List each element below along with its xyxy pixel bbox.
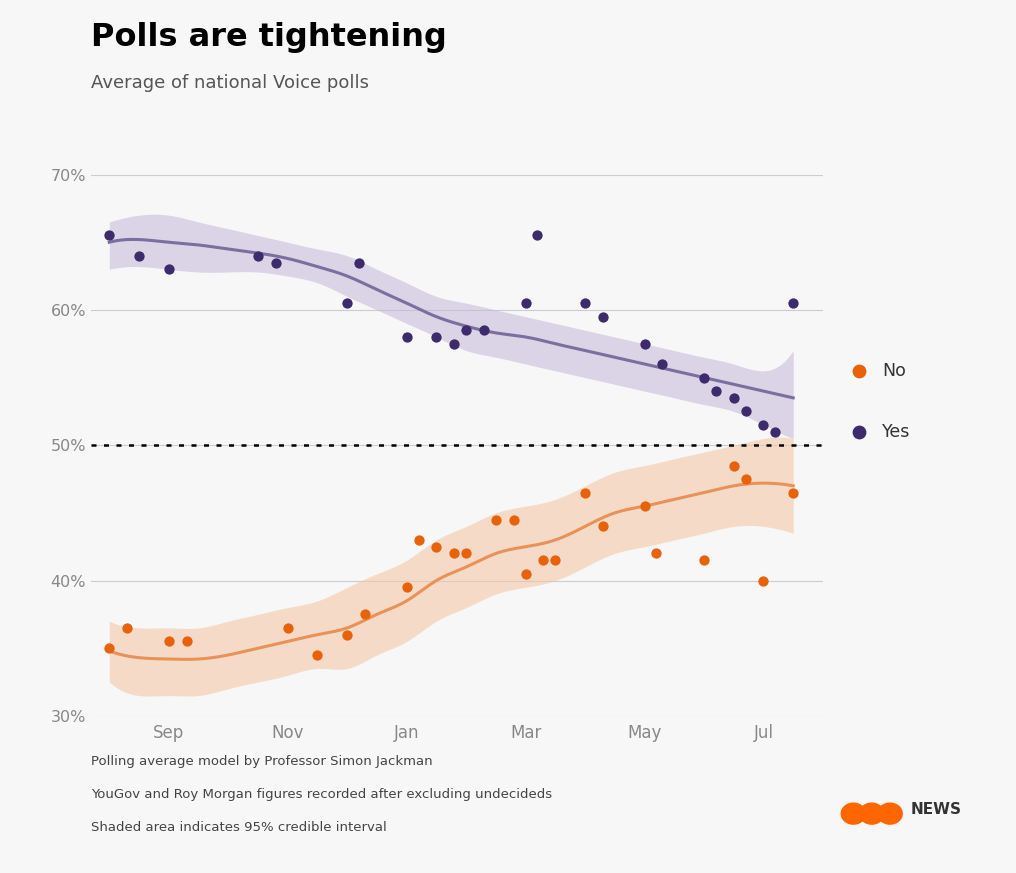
Point [488,512,504,526]
Point [725,391,742,405]
Point [755,418,771,432]
Point [506,512,522,526]
Point [738,472,754,486]
Text: Average of national Voice polls: Average of national Voice polls [91,74,370,93]
Point [535,553,552,567]
Point [279,621,296,635]
Point [594,519,611,533]
Point [250,249,266,263]
Point [767,424,783,438]
Point [517,296,533,310]
Text: Polls are tightening: Polls are tightening [91,22,447,53]
Point [446,337,462,351]
Point [548,553,564,567]
Point [636,499,652,513]
Point [429,540,445,553]
Point [102,641,118,655]
Point [725,458,742,472]
Point [309,648,325,662]
Point [410,533,427,546]
Text: No: No [882,362,905,380]
Text: Yes: Yes [882,423,910,441]
Point [351,256,367,270]
Point [458,323,474,337]
Point [131,249,147,263]
Point [696,553,712,567]
Text: Shaded area indicates 95% credible interval: Shaded area indicates 95% credible inter… [91,821,387,835]
Point [636,337,652,351]
Text: Polling average model by Professor Simon Jackman: Polling average model by Professor Simon… [91,755,433,768]
Point [696,370,712,384]
Point [161,262,177,276]
Point [179,635,195,649]
Point [102,229,118,243]
Point [339,296,356,310]
Point [398,330,415,344]
Point [738,404,754,418]
Text: NEWS: NEWS [910,801,961,817]
Point [357,608,373,622]
Point [267,256,283,270]
Point [529,229,546,243]
Point [648,546,664,560]
Point [429,330,445,344]
Point [989,306,1005,320]
Point [755,574,771,588]
Point [785,485,802,499]
Point [708,384,724,398]
Point [577,485,593,499]
Point [517,567,533,581]
Text: YouGov and Roy Morgan figures recorded after excluding undecideds: YouGov and Roy Morgan figures recorded a… [91,788,553,801]
Point [446,546,462,560]
Point [989,245,1005,259]
Point [577,296,593,310]
Point [458,546,474,560]
Point [475,323,492,337]
Point [339,628,356,642]
Point [161,635,177,649]
Point [594,310,611,324]
Point [398,581,415,595]
Point [119,621,135,635]
Point [654,357,671,371]
Point [785,296,802,310]
